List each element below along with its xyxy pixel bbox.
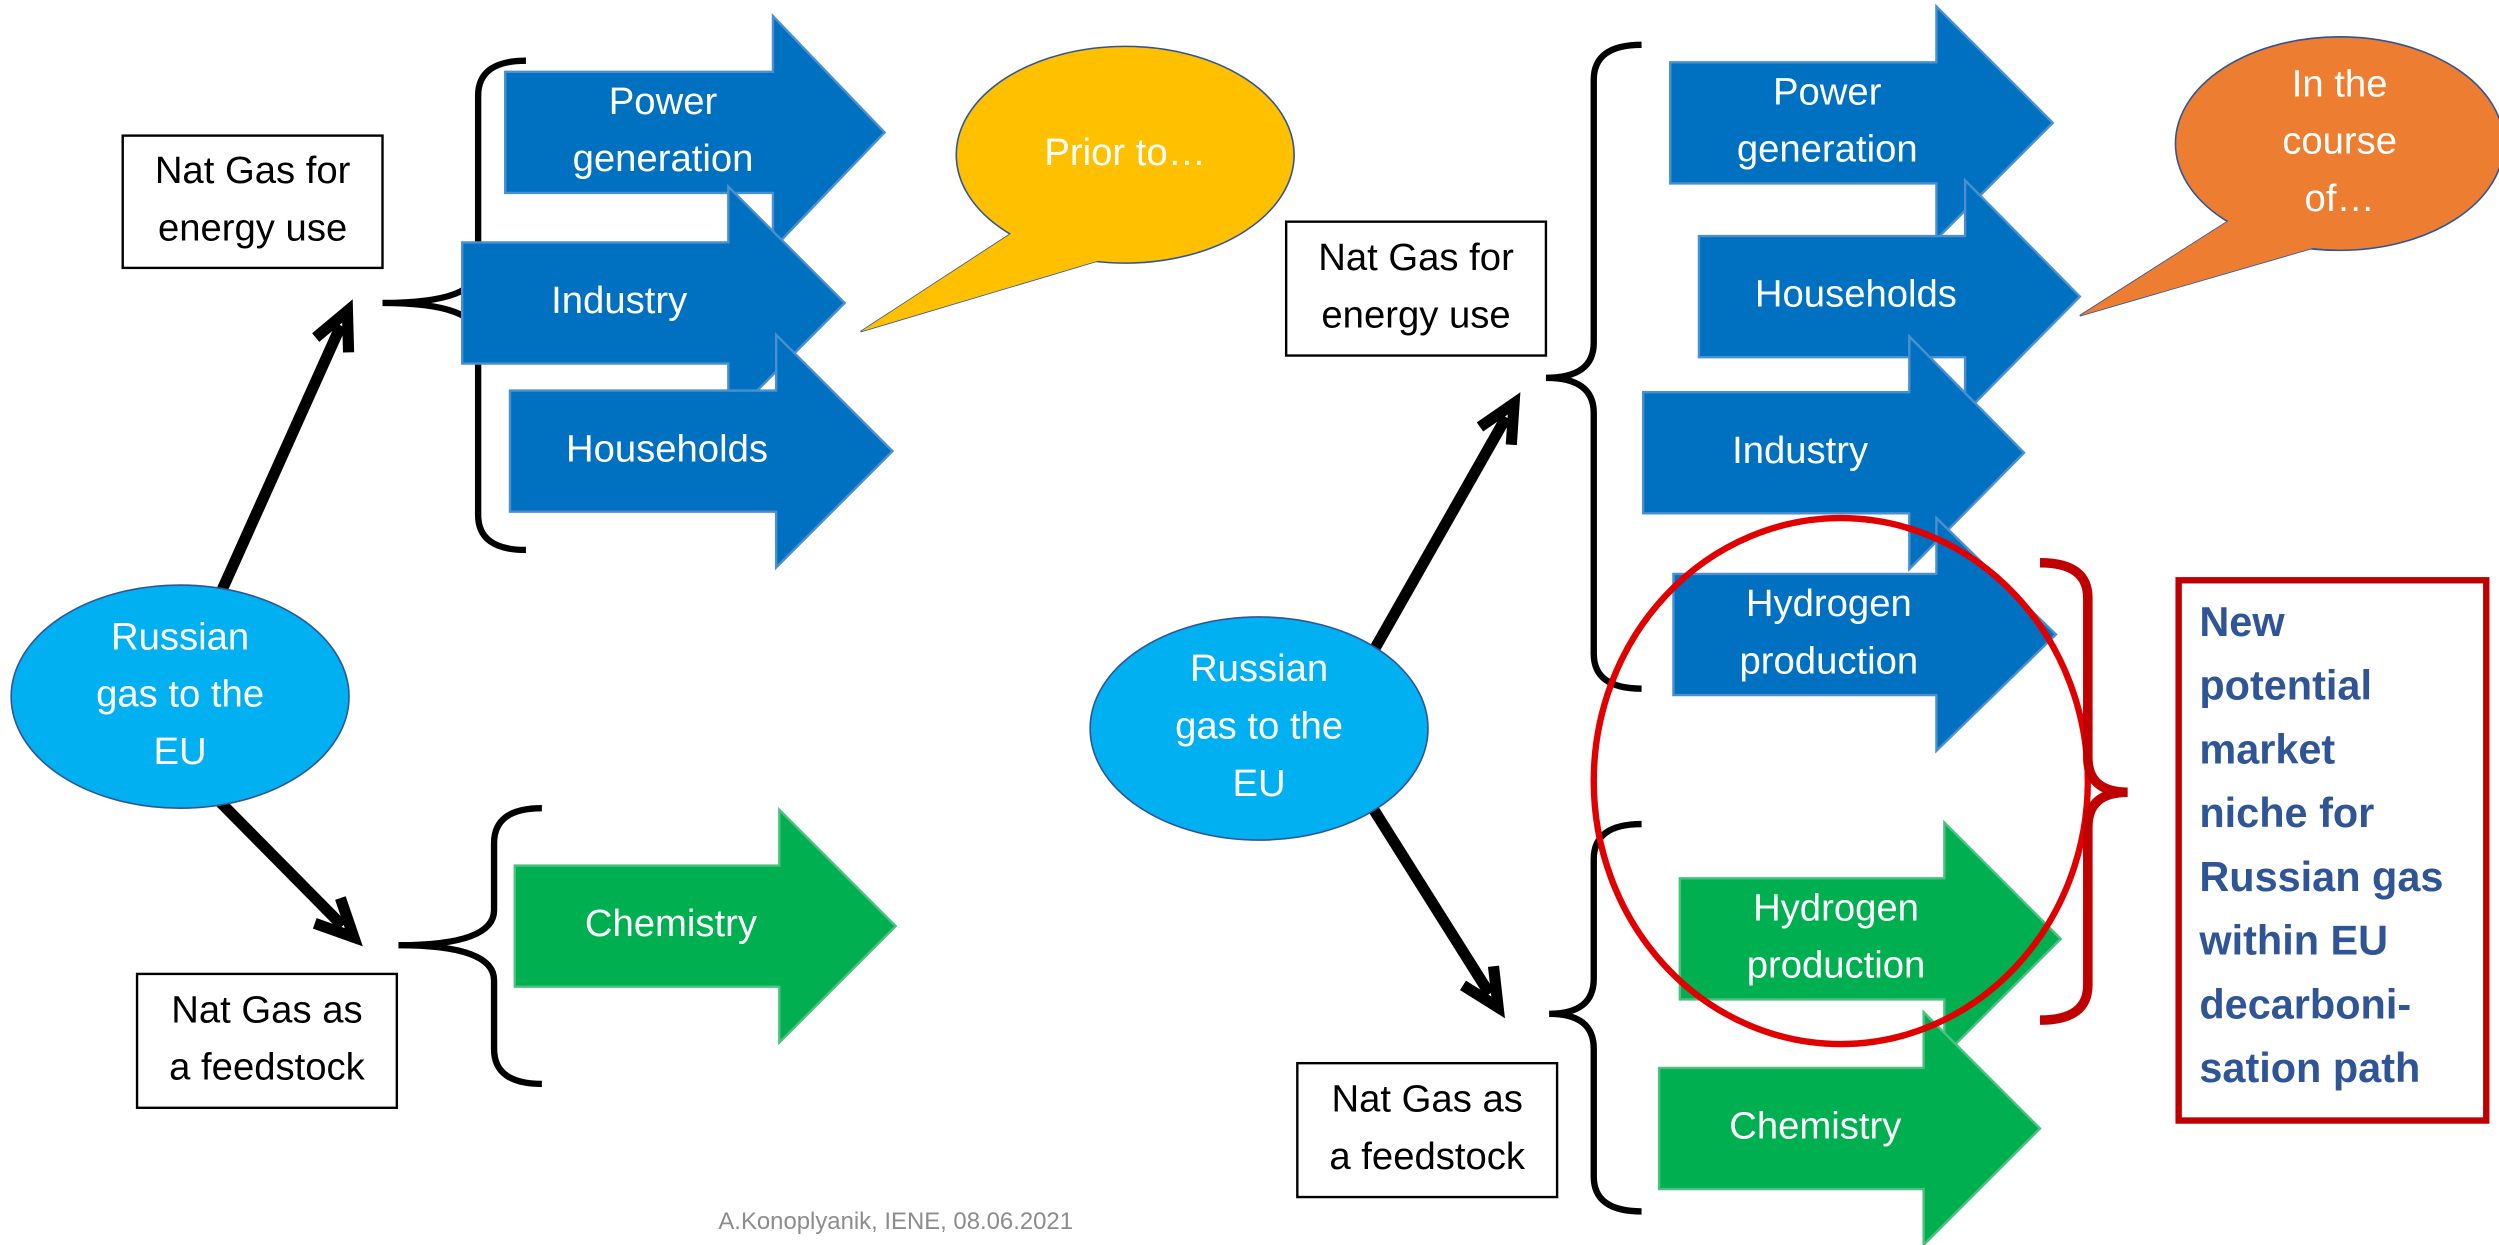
niche-box (2175, 577, 2490, 1124)
source-ellipse (10, 584, 350, 809)
box-label: a feedstock (169, 1046, 365, 1089)
arrow-label: production (1747, 944, 1926, 987)
arrow-label: Chemistry (585, 902, 758, 945)
footer: A.Konoplyanik, IENE, 08.06.2021 (718, 1208, 1073, 1235)
brace (398, 804, 542, 1088)
arrow-head (312, 896, 363, 947)
brace (1549, 820, 1642, 1215)
niche-text: New (2199, 598, 2285, 645)
source-ellipse (1089, 616, 1429, 841)
niche-text: sation path (2199, 1044, 2420, 1091)
block-arrow (1697, 177, 2082, 416)
niche-text: within EU (2198, 917, 2388, 964)
text-box (135, 972, 399, 1109)
box-label: Nat Gas for (1318, 236, 1514, 279)
arrow-label: Households (1755, 273, 1957, 316)
source-label: gas to the (1175, 705, 1343, 748)
speech-join (860, 219, 1109, 332)
source-label: EU (154, 730, 207, 773)
speech-join (2079, 207, 2324, 316)
text-box (1284, 220, 1548, 357)
niche-text: market (2199, 725, 2335, 772)
arrow-label: Hydrogen (1753, 886, 1919, 929)
arrow-label: Industry (1732, 429, 1869, 472)
source-label: EU (1232, 762, 1285, 805)
source-label: Russian (111, 615, 249, 658)
arrow-label: Industry (551, 279, 688, 322)
arrow-label: Power (609, 80, 718, 123)
arrow-head (1460, 965, 1505, 1019)
bubble-label: course (2282, 120, 2397, 163)
niche-text: decarboni- (2199, 980, 2411, 1027)
connector-arrow (1369, 806, 1495, 997)
arrow-label: Chemistry (1729, 1105, 1902, 1148)
brace (2039, 557, 2128, 1025)
bubble-label: of… (2305, 177, 2375, 220)
source-label: gas to the (96, 673, 264, 716)
connector-arrow (214, 323, 346, 597)
block-arrow (513, 806, 898, 1046)
block-arrow (508, 331, 895, 571)
box-label: Nat Gas for (155, 149, 351, 192)
niche-text: Russian gas (2199, 853, 2443, 900)
bubble-label: In the (2292, 62, 2388, 105)
box-label: Nat Gas as (1332, 1078, 1523, 1121)
speech-bubble (2174, 36, 2499, 252)
source-label: Russian (1190, 647, 1328, 690)
connector-arrow (215, 797, 347, 930)
box-label: energy use (158, 207, 347, 250)
niche-text: niche for (2199, 789, 2374, 836)
block-arrow (1669, 3, 2055, 243)
block-arrow (1657, 1009, 2042, 1245)
block-arrow (1678, 819, 2063, 1059)
box-label: a feedstock (1329, 1135, 1525, 1178)
arrow-head (1476, 392, 1521, 446)
block-arrow (504, 13, 887, 252)
block-arrow (1641, 333, 2026, 573)
box-label: energy use (1321, 293, 1510, 336)
connector-arrow (1368, 414, 1512, 654)
box-label: Nat Gas as (171, 988, 362, 1031)
arrow-label: production (1740, 639, 1919, 682)
text-box (1296, 1061, 1559, 1199)
arrow-label: generation (573, 137, 754, 180)
arrow-label: Households (566, 427, 768, 470)
niche-text: potential (2199, 662, 2372, 709)
arrow-label: Power (1773, 70, 1882, 113)
bubble-label: Prior to… (1044, 131, 1206, 174)
highlight-circle (1590, 514, 2091, 1048)
brace (1545, 41, 1642, 692)
block-arrow (1672, 515, 2058, 754)
speech-bubble (955, 45, 1295, 264)
brace (382, 57, 526, 554)
arrow-label: Hydrogen (1746, 582, 1912, 625)
text-box (121, 134, 384, 270)
arrow-head (312, 299, 355, 353)
arrow-label: generation (1737, 128, 1918, 171)
